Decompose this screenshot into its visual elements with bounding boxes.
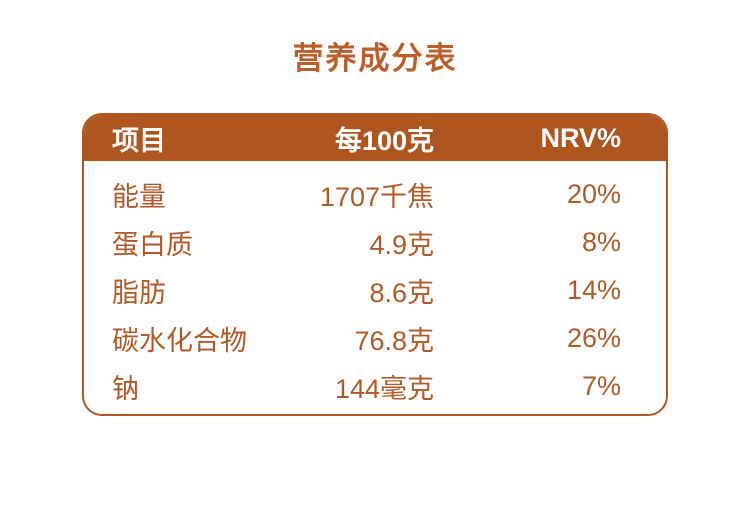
cell-item: 脂肪 [112,277,166,308]
table-row-fat: 脂肪 8.6克 14% [84,266,666,314]
header-nrv-percent: NRV% [540,122,621,153]
cell-nrv: 8% [581,226,621,257]
cell-nrv: 26% [566,322,621,353]
table-row-protein: 蛋白质 4.9克 8% [84,218,666,266]
header-per-100g: 每100克 [334,125,434,156]
cell-item: 碳水化合物 [112,325,247,356]
cell-per-100g: 4.9克 [369,229,434,260]
cell-per-100g: 1707千焦 [319,181,434,212]
table-body: 能量 1707千焦 20% 蛋白质 4.9克 8% 脂肪 8.6克 14% 碳水… [84,161,666,410]
cell-nrv: 14% [566,274,621,305]
table-row-sodium: 钠 144毫克 7% [84,362,666,410]
table-row-energy: 能量 1707千焦 20% [84,170,666,218]
cell-item: 蛋白质 [112,229,193,260]
cell-per-100g: 144毫克 [334,373,434,404]
table-header-row: 项目 每100克 NRV% [84,115,666,161]
cell-nrv: 20% [566,178,621,209]
nutrition-table: 项目 每100克 NRV% 能量 1707千焦 20% 蛋白质 4.9克 8% … [82,113,668,416]
cell-per-100g: 76.8克 [354,325,434,356]
cell-item: 能量 [112,181,166,212]
table-row-carbohydrate: 碳水化合物 76.8克 26% [84,314,666,362]
page-title: 营养成分表 [292,41,458,76]
cell-item: 钠 [112,373,139,404]
cell-per-100g: 8.6克 [369,277,434,308]
header-item: 项目 [112,125,166,156]
cell-nrv: 7% [581,370,621,401]
